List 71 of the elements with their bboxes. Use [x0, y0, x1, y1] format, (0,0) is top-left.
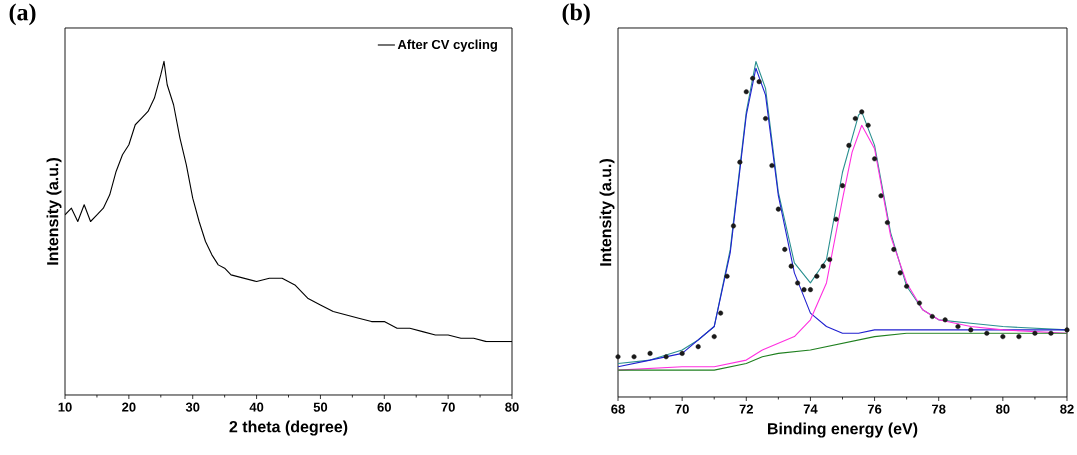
point: [1064, 327, 1070, 333]
point: [878, 193, 884, 199]
point: [891, 246, 897, 252]
point: [756, 79, 762, 85]
point: [955, 324, 961, 330]
point: [872, 156, 878, 162]
point: [769, 163, 775, 169]
point: [631, 354, 637, 360]
x-tick-label: 30: [185, 402, 200, 412]
point: [737, 159, 743, 165]
point: [1048, 330, 1054, 336]
x-tick-label: 70: [441, 402, 455, 412]
point: [763, 116, 769, 122]
x-tick-label: 60: [377, 402, 391, 412]
point: [859, 109, 865, 115]
point: [782, 246, 788, 252]
x-tick-label: 74: [803, 404, 818, 414]
x-axis-title: 2 theta (degree): [229, 420, 348, 436]
point: [846, 142, 852, 148]
point: [968, 327, 974, 333]
point: [814, 273, 820, 279]
point: [788, 263, 794, 269]
point: [730, 223, 736, 229]
x-tick-label: 50: [313, 402, 328, 412]
point: [852, 116, 858, 122]
point: [865, 122, 871, 128]
point: [615, 354, 621, 360]
x-axis-title: Binding energy (eV): [768, 422, 918, 438]
x-tick-label: 72: [739, 404, 753, 414]
point: [897, 270, 903, 276]
point: [750, 75, 756, 81]
point: [904, 283, 910, 289]
point: [840, 183, 845, 189]
x-tick-label: 70: [675, 404, 689, 414]
point: [647, 350, 653, 356]
point: [833, 216, 839, 222]
x-tick-label: 82: [1060, 404, 1074, 414]
chart-title: (b): [562, 3, 590, 26]
point: [718, 310, 724, 316]
point: [820, 263, 826, 269]
y-axis-title: Intensity (a.u.): [599, 159, 615, 266]
point: [663, 354, 669, 360]
point: [795, 280, 801, 286]
point: [884, 220, 890, 226]
x-tick-label: 78: [932, 404, 946, 414]
point: [942, 317, 948, 323]
x-tick-label: 20: [122, 402, 136, 412]
point: [827, 256, 833, 262]
point: [695, 344, 701, 350]
point: [679, 350, 685, 356]
x-tick-label: 80: [996, 404, 1010, 414]
point: [1032, 330, 1038, 336]
point: [929, 313, 935, 319]
point: [743, 89, 749, 95]
point: [724, 273, 730, 279]
point: [775, 206, 781, 212]
x-tick-label: 80: [505, 402, 519, 412]
point: [1000, 334, 1006, 340]
x-tick-label: 10: [58, 402, 72, 412]
point: [711, 334, 717, 340]
x-tick-label: 76: [867, 404, 882, 414]
point: [984, 330, 990, 336]
point: [801, 287, 807, 293]
point: [807, 287, 813, 293]
x-tick-label: 68: [611, 404, 625, 414]
x-tick-label: 40: [249, 402, 264, 412]
point: [916, 300, 922, 306]
chart-title: (a): [9, 3, 36, 26]
point: [1016, 334, 1022, 340]
y-axis-title: Intensity (a.u.): [46, 158, 62, 265]
legend-label: After CV cycling: [397, 39, 497, 52]
